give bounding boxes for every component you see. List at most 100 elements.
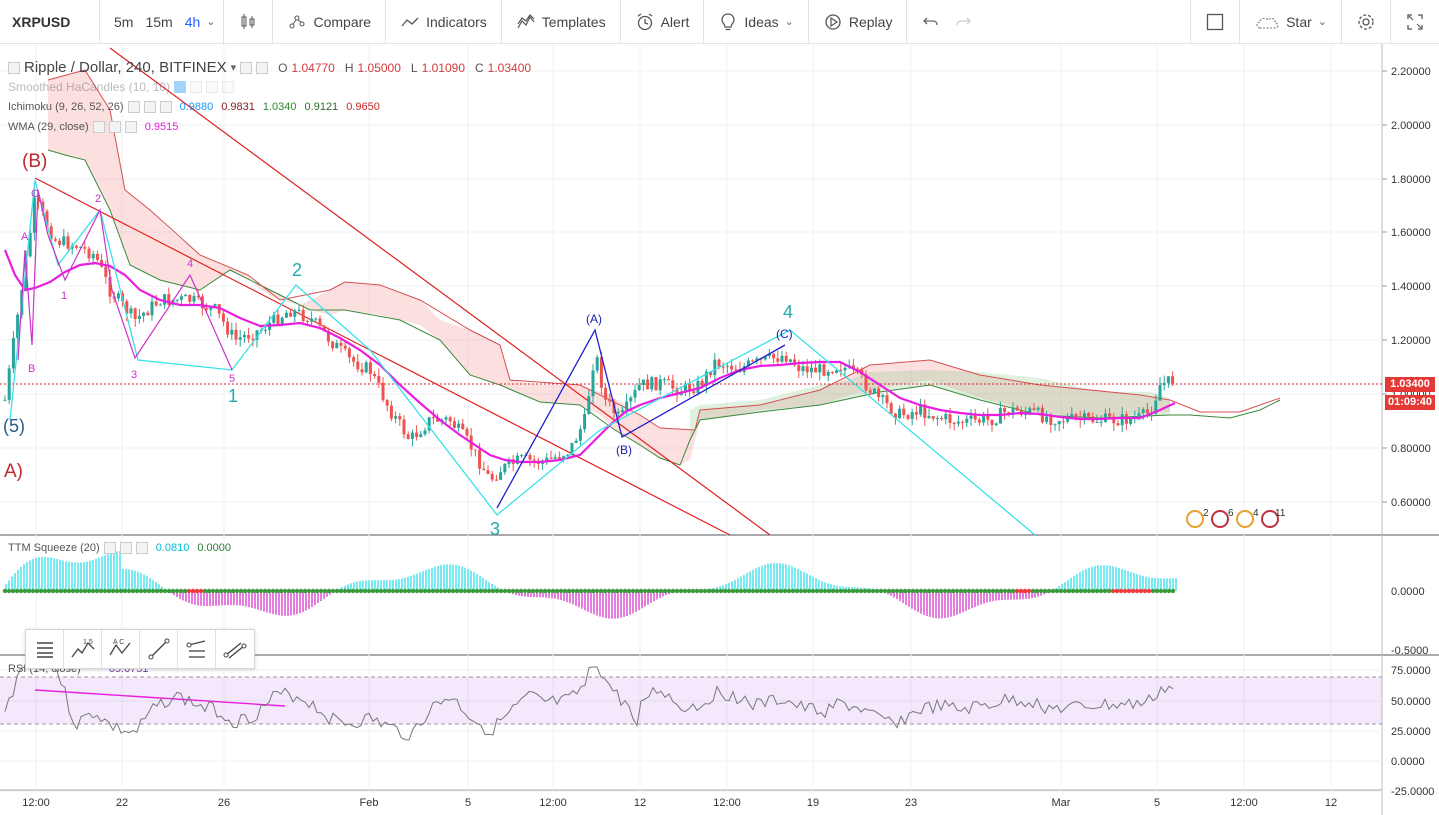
- ttm-bar: [293, 591, 295, 615]
- candle-body: [465, 429, 469, 436]
- rsi-band: [0, 677, 1382, 724]
- ttm-dot: [786, 588, 792, 594]
- replay-button[interactable]: Replay: [817, 7, 899, 37]
- wave-label-a-main: A): [4, 461, 23, 482]
- close-icon[interactable]: [124, 121, 137, 133]
- ttm-bar: [251, 591, 253, 608]
- ttm-dot: [318, 588, 324, 594]
- candle-body: [473, 449, 477, 451]
- ttm-dot: [18, 588, 24, 594]
- subwave-label-3: 3: [131, 369, 137, 381]
- close-icon[interactable]: [135, 542, 148, 554]
- settings-button[interactable]: [1350, 7, 1382, 37]
- drag-handle[interactable]: [26, 630, 64, 668]
- collapse-icon[interactable]: [8, 61, 20, 74]
- ttm-bar: [563, 591, 565, 602]
- ttm-dot: [326, 588, 332, 594]
- rsi-tick-label: 0.0000: [1391, 756, 1425, 768]
- ttm-bar: [1124, 569, 1126, 591]
- layout-button[interactable]: [1199, 7, 1231, 37]
- chevron-down-icon[interactable]: ⌄: [206, 16, 216, 28]
- channel-tool[interactable]: [216, 630, 254, 668]
- ttm-bar: [146, 576, 148, 591]
- ttm-bar: [752, 569, 754, 591]
- cloud-icon: [1256, 17, 1279, 29]
- fullscreen-button[interactable]: [1399, 7, 1431, 37]
- ttm-dot: [922, 588, 928, 594]
- undo-button[interactable]: [915, 7, 947, 37]
- ttm-bar: [425, 569, 427, 591]
- settings-small-icon[interactable]: [119, 542, 132, 554]
- eye-icon[interactable]: [240, 61, 253, 74]
- chart-canvas[interactable]: (B) A) (5) 1 2 3 4 (A) (B) (C) A B C 1 2…: [0, 44, 1439, 815]
- candle-body: [251, 338, 255, 340]
- ttm-bar: [1145, 576, 1147, 591]
- candle-body: [314, 318, 318, 320]
- ttm-bar: [584, 591, 586, 611]
- interval-5m[interactable]: 5m: [114, 13, 134, 30]
- chevron-down-icon[interactable]: ▾: [230, 62, 237, 74]
- ttm-bar: [938, 591, 940, 619]
- ttm-bar: [1133, 573, 1135, 591]
- ttm-dot: [1058, 588, 1064, 594]
- ttm-dot: [150, 588, 156, 594]
- ttm-bar: [989, 591, 991, 602]
- alert-button[interactable]: Alert: [629, 7, 696, 37]
- ttm-dot: [154, 588, 160, 594]
- visibility-icon[interactable]: [174, 81, 187, 93]
- source-icon[interactable]: [206, 81, 219, 93]
- ttm-dot: [910, 588, 916, 594]
- chart-type-button[interactable]: [232, 7, 264, 37]
- horizontal-lines-tool[interactable]: [178, 630, 216, 668]
- candle-body: [751, 360, 755, 362]
- interval-4h[interactable]: 4h: [184, 13, 201, 30]
- ttm-bar: [815, 578, 817, 591]
- settings-small-icon[interactable]: [190, 81, 203, 93]
- eye-icon[interactable]: [92, 121, 105, 133]
- interval-15m[interactable]: 15m: [145, 13, 173, 30]
- ttm-bar: [128, 569, 130, 591]
- ttm-bar: [959, 591, 961, 614]
- symbol-search[interactable]: XRPUSD: [0, 0, 100, 44]
- subwave-label-a: A: [21, 231, 29, 243]
- ttm-dot: [458, 588, 464, 594]
- settings-small-icon[interactable]: [256, 61, 269, 74]
- candle-body: [381, 382, 385, 401]
- settings-small-icon[interactable]: [108, 121, 121, 133]
- subwave-label-5: 5: [229, 373, 235, 385]
- indicators-button[interactable]: Indicators: [394, 7, 493, 37]
- eye-icon[interactable]: [103, 542, 116, 554]
- elliott-correction-tool[interactable]: A C: [102, 630, 140, 668]
- templates-button[interactable]: Templates: [510, 7, 612, 37]
- ttm-bar: [1091, 566, 1093, 591]
- candle-body: [923, 404, 927, 418]
- close-icon[interactable]: [159, 101, 172, 113]
- ttm-dot: [898, 588, 904, 594]
- ttm-bar: [140, 573, 142, 591]
- rsi-tick-label: 50.0000: [1391, 696, 1431, 708]
- candle-body: [784, 355, 788, 362]
- ttm-bar: [794, 567, 796, 591]
- ideas-button[interactable]: Ideas ⌄: [712, 7, 799, 37]
- ttm-dot: [934, 588, 940, 594]
- candle-body: [902, 408, 906, 416]
- eye-icon[interactable]: [127, 101, 140, 113]
- ttm-bar: [821, 581, 823, 591]
- chevron-down-icon[interactable]: ⌄: [784, 16, 794, 28]
- candle-body: [221, 313, 225, 322]
- settings-small-icon[interactable]: [143, 101, 156, 113]
- compare-button[interactable]: Compare: [281, 7, 377, 37]
- redo-button[interactable]: [947, 7, 979, 37]
- ttm-dot: [158, 588, 164, 594]
- ttm-bar: [896, 591, 898, 600]
- trendline-tool[interactable]: [140, 630, 178, 668]
- ttm-bar: [62, 560, 64, 591]
- elliott-impulse-tool[interactable]: 1 5: [64, 630, 102, 668]
- ttm-dot: [582, 588, 588, 594]
- star-button[interactable]: Star ⌄: [1248, 7, 1333, 37]
- candle-body: [986, 415, 990, 420]
- ttm-dot: [398, 588, 404, 594]
- ttm-dot: [386, 588, 392, 594]
- chevron-down-icon[interactable]: ⌄: [1317, 16, 1327, 28]
- close-icon[interactable]: [222, 81, 235, 93]
